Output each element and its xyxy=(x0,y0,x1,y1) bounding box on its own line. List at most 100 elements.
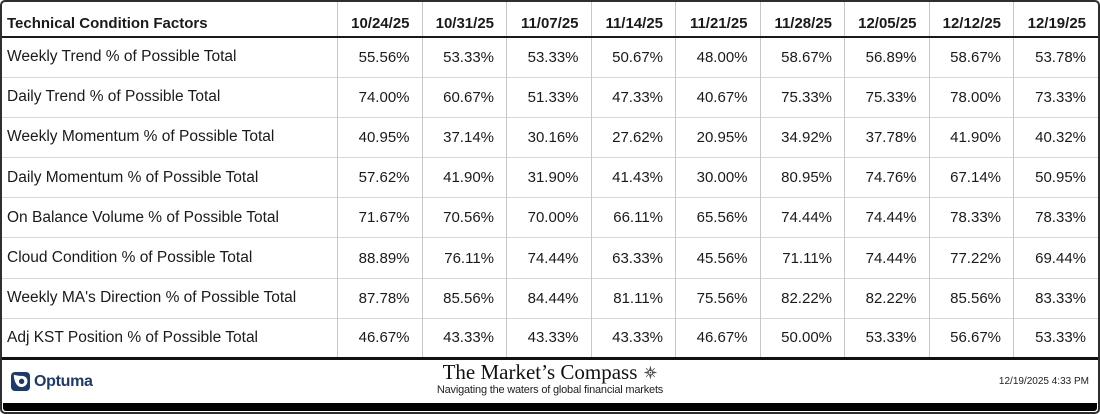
value-cell: 41.43% xyxy=(590,157,676,198)
value-cell: 74.00% xyxy=(337,77,422,118)
value-cell: 67.14% xyxy=(928,157,1014,198)
value-cell: 40.67% xyxy=(675,77,760,118)
value-cell: 50.67% xyxy=(590,37,676,78)
value-cell: 63.33% xyxy=(590,237,676,279)
row-label: Cloud Condition % of Possible Total xyxy=(7,249,253,267)
value-cell: 43.33% xyxy=(590,318,676,359)
column-header-date: 10/31/25 xyxy=(421,2,507,37)
value-cell: 74.76% xyxy=(844,157,929,198)
value-cell: 46.67% xyxy=(675,318,760,359)
compass-rose-icon xyxy=(643,365,657,380)
value-cell: 34.92% xyxy=(759,117,845,158)
value-cell: 84.44% xyxy=(506,278,591,319)
technical-condition-table: Technical Condition Factors 10/24/25 10/3… xyxy=(2,2,1098,360)
value-cell: 87.78% xyxy=(337,278,422,319)
value-cell: 53.33% xyxy=(844,318,929,359)
value-cell: 43.33% xyxy=(506,318,591,359)
column-header-date: 11/21/25 xyxy=(675,2,760,37)
value-cell: 53.33% xyxy=(506,37,591,78)
value-cell: 69.44% xyxy=(1013,237,1098,279)
value-cell: 50.95% xyxy=(1013,157,1098,198)
column-header-date: 12/12/25 xyxy=(928,2,1014,37)
value-cell: 74.44% xyxy=(506,237,591,279)
table-row: Daily Trend % of Possible Total 74.00% 60.… xyxy=(2,77,1098,118)
value-cell: 81.11% xyxy=(590,278,676,319)
value-cell: 51.33% xyxy=(506,77,591,118)
value-cell: 58.67% xyxy=(759,37,845,78)
bottom-black-bar xyxy=(3,403,1097,411)
value-cell: 50.00% xyxy=(759,318,845,359)
value-cell: 53.78% xyxy=(1013,37,1098,78)
value-cell: 45.56% xyxy=(675,237,760,279)
value-cell: 77.22% xyxy=(928,237,1014,279)
value-cell: 82.22% xyxy=(759,278,845,319)
value-cell: 80.95% xyxy=(759,157,845,198)
value-cell: 56.67% xyxy=(928,318,1014,359)
value-cell: 75.56% xyxy=(675,278,760,319)
value-cell: 75.33% xyxy=(844,77,929,118)
value-cell: 56.89% xyxy=(844,37,929,78)
value-cell: 73.33% xyxy=(1013,77,1098,118)
table-row: Daily Momentum % of Possible Total 57.62%… xyxy=(2,157,1098,198)
value-cell: 71.11% xyxy=(759,237,845,279)
value-cell: 30.00% xyxy=(675,157,760,198)
row-label: Daily Trend % of Possible Total xyxy=(7,88,221,106)
value-cell: 43.33% xyxy=(421,318,507,359)
value-cell: 37.14% xyxy=(421,117,507,158)
table-body: Weekly Trend % of Possible Total 55.56% 53… xyxy=(2,37,1098,359)
value-cell: 71.67% xyxy=(337,197,422,238)
value-cell: 85.56% xyxy=(421,278,507,319)
table-row: Weekly Trend % of Possible Total 55.56% 53… xyxy=(2,37,1098,78)
row-label: Daily Momentum % of Possible Total xyxy=(7,168,259,186)
value-cell: 58.67% xyxy=(928,37,1014,78)
column-header-date: 10/24/25 xyxy=(337,2,422,37)
optuma-icon xyxy=(11,372,30,391)
value-cell: 40.95% xyxy=(337,117,422,158)
site-title-row: The Market’s Compass xyxy=(437,361,663,384)
value-cell: 74.44% xyxy=(844,237,929,279)
value-cell: 40.32% xyxy=(1013,117,1098,158)
value-cell: 55.56% xyxy=(337,37,422,78)
value-cell: 74.44% xyxy=(844,197,929,238)
value-cell: 78.33% xyxy=(1013,197,1098,238)
optuma-logo: Optuma xyxy=(11,372,93,391)
row-label: On Balance Volume % of Possible Total xyxy=(7,208,279,226)
value-cell: 53.33% xyxy=(421,37,507,78)
table-row: Weekly MA's Direction % of Possible Tota… xyxy=(2,278,1098,319)
value-cell: 70.00% xyxy=(506,197,591,238)
footer-bar: Optuma The Market’s Compass Navigating t… xyxy=(2,360,1098,403)
row-label: Weekly Trend % of Possible Total xyxy=(7,48,237,66)
value-cell: 27.62% xyxy=(590,117,676,158)
value-cell: 76.11% xyxy=(421,237,507,279)
value-cell: 46.67% xyxy=(337,318,422,359)
table-row: Weekly Momentum % of Possible Total 40.95… xyxy=(2,117,1098,158)
value-cell: 65.56% xyxy=(675,197,760,238)
site-title: The Market’s Compass xyxy=(442,360,638,384)
value-cell: 70.56% xyxy=(421,197,507,238)
value-cell: 66.11% xyxy=(590,197,676,238)
timestamp: 12/19/2025 4:33 PM xyxy=(998,376,1089,387)
table-header-row: Technical Condition Factors 10/24/25 10/3… xyxy=(2,2,1098,37)
value-cell: 53.33% xyxy=(1013,318,1098,359)
value-cell: 75.33% xyxy=(759,77,845,118)
value-cell: 20.95% xyxy=(675,117,760,158)
row-label: Weekly Momentum % of Possible Total xyxy=(7,128,275,146)
column-header-date: 12/05/25 xyxy=(844,2,929,37)
table-row: Adj KST Position % of Possible Total 46.6… xyxy=(2,318,1098,359)
table-row: On Balance Volume % of Possible Total 71.… xyxy=(2,197,1098,238)
value-cell: 37.78% xyxy=(844,117,929,158)
value-cell: 57.62% xyxy=(337,157,422,198)
value-cell: 74.44% xyxy=(759,197,845,238)
value-cell: 88.89% xyxy=(337,237,422,279)
site-identity: The Market’s Compass Navigating the wate… xyxy=(437,361,663,397)
value-cell: 47.33% xyxy=(590,77,676,118)
column-header-date: 11/07/25 xyxy=(506,2,591,37)
site-tagline: Navigating the waters of global financia… xyxy=(436,384,664,396)
value-cell: 48.00% xyxy=(675,37,760,78)
value-cell: 82.22% xyxy=(844,278,929,319)
value-cell: 85.56% xyxy=(928,278,1014,319)
value-cell: 31.90% xyxy=(506,157,591,198)
value-cell: 41.90% xyxy=(421,157,507,198)
table-title: Technical Condition Factors xyxy=(7,15,208,32)
